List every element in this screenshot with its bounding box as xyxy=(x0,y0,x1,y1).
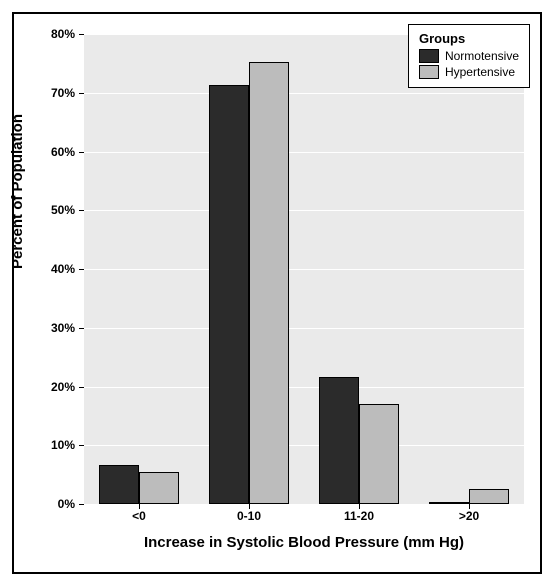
grid-line xyxy=(84,269,524,270)
bar-hypertensive-3 xyxy=(469,489,509,504)
bar-normotensive-2 xyxy=(319,377,359,504)
legend-label-0: Normotensive xyxy=(445,49,519,63)
legend-item-1: Hypertensive xyxy=(419,65,519,79)
grid-line xyxy=(84,387,524,388)
y-tick-mark xyxy=(79,445,84,446)
bar-hypertensive-2 xyxy=(359,404,399,504)
y-tick-label: 70% xyxy=(25,86,75,100)
x-tick-label: 0-10 xyxy=(237,509,261,523)
bar-hypertensive-1 xyxy=(249,62,289,504)
bar-normotensive-0 xyxy=(99,465,139,504)
bar-normotensive-3 xyxy=(429,502,469,504)
y-tick-label: 10% xyxy=(25,438,75,452)
y-tick-label: 30% xyxy=(25,321,75,335)
x-tick-label: <0 xyxy=(132,509,146,523)
bar-normotensive-1 xyxy=(209,85,249,504)
y-tick-mark xyxy=(79,387,84,388)
y-axis-title: Percent of Population xyxy=(9,114,26,269)
legend: Groups Normotensive Hypertensive xyxy=(408,24,530,88)
plot-container: Percent of Population Increase in Systol… xyxy=(12,12,542,574)
y-tick-label: 60% xyxy=(25,145,75,159)
grid-line xyxy=(84,152,524,153)
y-tick-label: 40% xyxy=(25,262,75,276)
grid-line xyxy=(84,328,524,329)
y-tick-mark xyxy=(79,93,84,94)
x-tick-label: >20 xyxy=(459,509,479,523)
bar-hypertensive-0 xyxy=(139,472,179,504)
legend-swatch-1 xyxy=(419,65,439,79)
plot-area xyxy=(84,34,524,504)
y-tick-mark xyxy=(79,152,84,153)
legend-swatch-0 xyxy=(419,49,439,63)
x-tick-mark xyxy=(249,504,250,509)
x-axis-title: Increase in Systolic Blood Pressure (mm … xyxy=(84,534,524,551)
y-tick-label: 50% xyxy=(25,203,75,217)
chart-frame: Percent of Population Increase in Systol… xyxy=(0,0,554,586)
grid-line xyxy=(84,445,524,446)
x-tick-mark xyxy=(469,504,470,509)
y-tick-mark xyxy=(79,269,84,270)
grid-line xyxy=(84,210,524,211)
y-tick-mark xyxy=(79,34,84,35)
legend-item-0: Normotensive xyxy=(419,49,519,63)
x-tick-mark xyxy=(359,504,360,509)
grid-line xyxy=(84,93,524,94)
legend-label-1: Hypertensive xyxy=(445,65,515,79)
y-tick-mark xyxy=(79,328,84,329)
y-tick-label: 20% xyxy=(25,380,75,394)
x-tick-label: 11-20 xyxy=(344,509,374,523)
y-tick-label: 80% xyxy=(25,27,75,41)
y-tick-mark xyxy=(79,504,84,505)
y-tick-mark xyxy=(79,210,84,211)
x-tick-mark xyxy=(139,504,140,509)
y-tick-label: 0% xyxy=(25,497,75,511)
legend-title: Groups xyxy=(419,31,519,46)
